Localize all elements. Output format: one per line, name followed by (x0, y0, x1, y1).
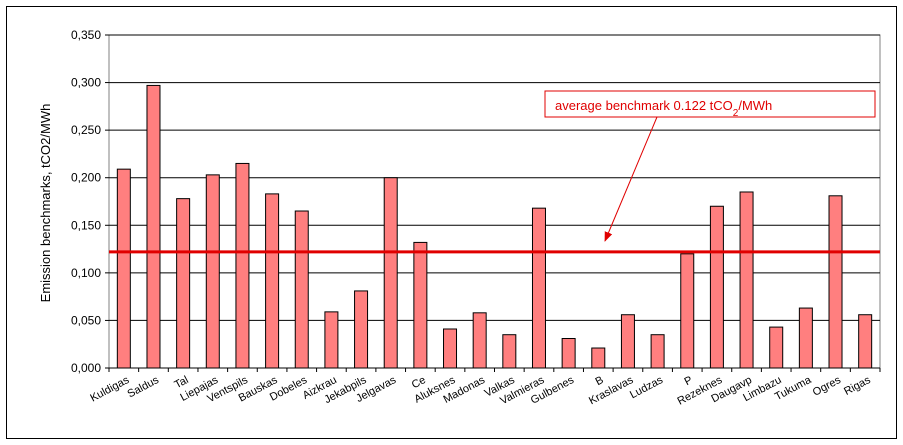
annotation-subscript: 2 (733, 108, 739, 119)
x-category-label: Ce (410, 374, 428, 391)
bar (858, 314, 873, 369)
y-axis-ticks: 0,000 0,050 0,100 0,150 0,200 0,250 0,300 0,350 (71, 28, 109, 375)
bar (443, 328, 458, 369)
bar (383, 177, 398, 369)
bar (591, 347, 606, 369)
bar (739, 191, 754, 369)
bar (235, 162, 250, 369)
x-category-label: Ludzas (628, 374, 665, 401)
annotation-suffix: /MWh (738, 98, 772, 113)
y-tick-label: 0,050 (71, 313, 101, 327)
x-category-label: Tal (172, 374, 190, 391)
bar (472, 312, 487, 369)
bar (116, 168, 131, 369)
chart-frame: 0,000 0,050 0,100 0,150 0,200 0,250 0,300 0,350… (6, 6, 897, 439)
bar (769, 326, 784, 369)
y-tick-label: 0,150 (71, 218, 101, 232)
bar-chart: 0,000 0,050 0,100 0,150 0,200 0,250 0,300 0,350… (38, 28, 881, 408)
bar (709, 205, 724, 369)
x-category-label: Rigas (842, 374, 873, 398)
bar (176, 198, 191, 369)
bar (413, 241, 428, 369)
bar (531, 207, 546, 369)
bar (650, 334, 665, 369)
y-tick-label: 0,000 (71, 361, 101, 375)
y-tick-label: 0,200 (71, 171, 101, 185)
average-annotation: average benchmark 0.122 tCO2/MWh (544, 90, 876, 242)
bar-series (116, 84, 873, 369)
x-category-label: Ogres (811, 374, 844, 399)
bar (294, 210, 309, 369)
annotation-arrow (604, 116, 658, 242)
bar (265, 193, 280, 369)
y-tick-label: 0,350 (71, 28, 101, 42)
bar (828, 195, 843, 369)
annotation-text: average benchmark 0.122 tCO2/MWh (555, 98, 772, 119)
y-tick-label: 0,100 (71, 266, 101, 280)
bar (354, 290, 369, 369)
y-tick-label: 0,300 (71, 76, 101, 90)
bar (561, 338, 576, 369)
x-category-label: B (594, 374, 606, 388)
bar (502, 334, 517, 369)
bar (205, 174, 220, 369)
y-axis-title: Emission benchmarks, tCO2/MWh (38, 104, 53, 303)
x-category-label: P (683, 374, 695, 388)
x-category-label: Saldus (126, 374, 162, 401)
bar (620, 314, 635, 369)
bar (324, 311, 339, 369)
bar (680, 253, 695, 369)
y-tick-label: 0,250 (71, 123, 101, 137)
plot-area (108, 34, 881, 369)
bar (798, 307, 813, 369)
bar (146, 84, 161, 369)
annotation-prefix: average benchmark 0.122 tCO (555, 98, 733, 113)
annotation-box (544, 90, 876, 118)
